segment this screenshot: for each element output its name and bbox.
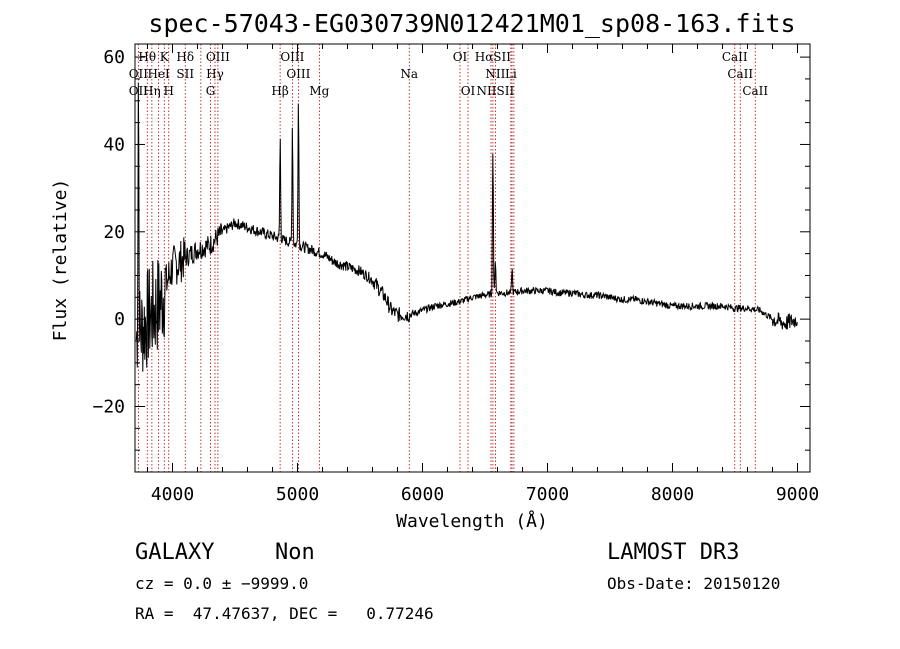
line-label: NIISII bbox=[477, 84, 515, 98]
y-tick-label: 20 bbox=[103, 222, 125, 243]
survey-name: LAMOST DR3 bbox=[607, 540, 740, 565]
line-label: CaII bbox=[727, 67, 753, 81]
y-tick-label: 40 bbox=[103, 134, 125, 155]
line-label: Hβ bbox=[271, 84, 288, 98]
line-label: HαSII bbox=[475, 50, 512, 64]
y-tick-label: −20 bbox=[92, 396, 125, 417]
y-axis-label: Flux (relative) bbox=[50, 179, 71, 342]
line-label: Hη bbox=[143, 84, 161, 98]
x-tick-label: 8000 bbox=[651, 484, 694, 505]
line-label: OIII bbox=[206, 50, 230, 64]
x-tick-label: 9000 bbox=[776, 484, 819, 505]
line-label: K bbox=[160, 50, 170, 64]
observation-date: Obs-Date: 20150120 bbox=[607, 574, 781, 593]
line-label: OII bbox=[129, 67, 149, 81]
chart-title: spec-57043-EG030739N012421M01_sp08-163.f… bbox=[148, 9, 795, 38]
line-label: HeI bbox=[147, 67, 170, 81]
x-tick-label: 7000 bbox=[526, 484, 569, 505]
redshift-cz: cz = 0.0 ± −9999.0 bbox=[135, 574, 309, 593]
line-label: G bbox=[206, 84, 216, 98]
line-label: Hθ bbox=[138, 50, 156, 64]
y-tick-label: 60 bbox=[103, 47, 125, 68]
line-label: H bbox=[164, 84, 174, 98]
plot-frame bbox=[134, 43, 811, 473]
line-label: SII bbox=[176, 67, 194, 81]
coordinates: RA = 47.47637, DEC = 0.77246 bbox=[135, 604, 434, 623]
x-tick-label: 4000 bbox=[151, 484, 194, 505]
spectrum-series bbox=[135, 82, 798, 372]
object-class: GALAXY bbox=[135, 540, 215, 565]
y-tick-label: 0 bbox=[114, 309, 125, 330]
line-label: OI bbox=[461, 84, 476, 98]
x-tick-label: 5000 bbox=[276, 484, 319, 505]
spectrum-line bbox=[135, 82, 798, 372]
axes: 4000 5000 6000 7000 8000 9000 −20 0 20 40 60 bbox=[92, 44, 819, 505]
line-label: OIII bbox=[280, 50, 304, 64]
object-subclass: Non bbox=[275, 540, 315, 565]
line-label: Hγ bbox=[206, 67, 224, 81]
line-label: Hδ bbox=[176, 50, 194, 64]
line-label: OIII bbox=[286, 67, 310, 81]
line-label: OI bbox=[453, 50, 468, 64]
line-label: Na bbox=[400, 67, 418, 81]
line-label: CaII bbox=[742, 84, 768, 98]
line-label: NII bbox=[485, 67, 505, 81]
line-label: CaII bbox=[722, 50, 748, 64]
x-axis-label: Wavelength (Å) bbox=[396, 510, 548, 532]
x-tick-label: 6000 bbox=[401, 484, 444, 505]
line-label: Li bbox=[505, 67, 517, 81]
line-label: Mg bbox=[309, 84, 329, 98]
